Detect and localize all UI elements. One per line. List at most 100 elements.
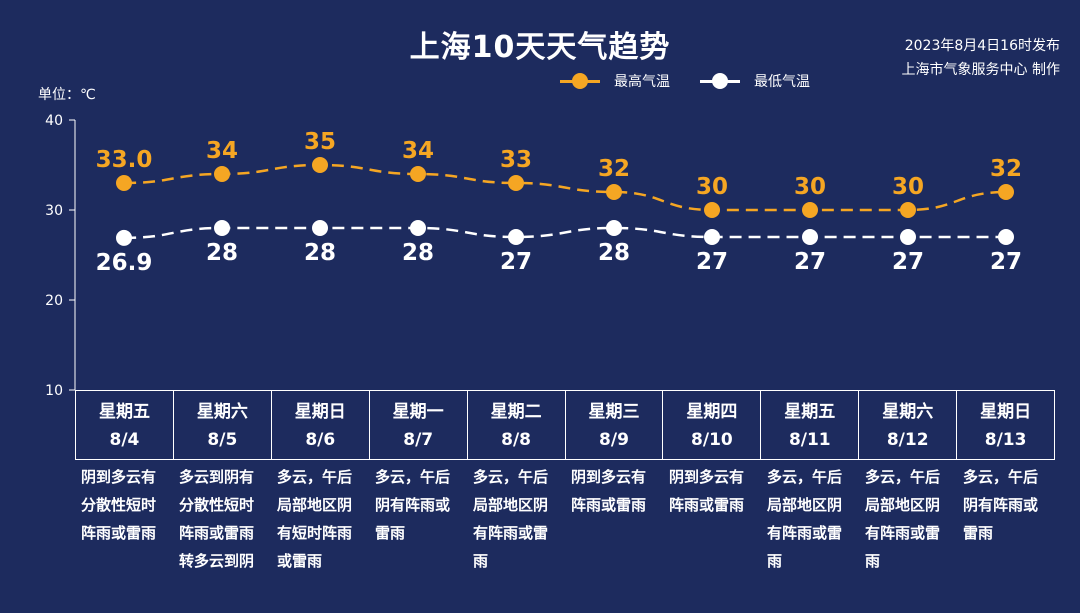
weekday-label: 星期六 xyxy=(196,402,248,422)
y-tick-label: 30 xyxy=(45,203,63,219)
data-label-high: 33.0 xyxy=(96,147,153,173)
day-cell: 星期六 8/5 xyxy=(174,391,272,459)
data-label-high: 30 xyxy=(892,174,924,200)
day-cell: 星期二 8/8 xyxy=(468,391,566,459)
legend-item-high: 最高气温 xyxy=(560,71,670,91)
point-low xyxy=(312,220,328,236)
data-label-low: 28 xyxy=(598,240,630,266)
point-high xyxy=(704,202,720,218)
weather-description: 多云，午后局部地区阴有阵雨或雷雨 xyxy=(767,468,843,570)
weekday-label: 星期二 xyxy=(490,402,542,422)
date-label: 8/13 xyxy=(984,430,1027,450)
publisher: 上海市气象服务中心 制作 xyxy=(901,62,1060,78)
data-label-low: 28 xyxy=(304,240,336,266)
weather-description: 阴到多云有阵雨或雷雨 xyxy=(571,468,647,514)
point-high xyxy=(508,175,524,191)
date-label: 8/10 xyxy=(691,430,733,450)
point-high xyxy=(802,202,818,218)
data-label-high: 30 xyxy=(794,174,826,200)
publish-info: 2023年8月4日16时发布 上海市气象服务中心 制作 xyxy=(902,34,1060,82)
point-high xyxy=(214,166,230,182)
weather-description: 多云，午后局部地区阴有短时阵雨或雷雨 xyxy=(277,468,353,570)
day-cell: 星期六 8/12 xyxy=(859,391,958,459)
day-cell: 星期三 8/9 xyxy=(566,391,664,459)
data-label-low: 27 xyxy=(500,249,532,275)
legend-swatch-low xyxy=(700,72,740,90)
point-low xyxy=(116,229,132,246)
day-cell: 星期四 8/10 xyxy=(663,391,762,459)
date-label: 8/8 xyxy=(501,430,532,450)
day-cell: 星期一 8/7 xyxy=(370,391,468,459)
point-low xyxy=(606,220,622,236)
point-low xyxy=(214,220,230,236)
y-tick-label: 10 xyxy=(45,383,63,399)
data-label-low: 27 xyxy=(892,249,924,275)
legend: 最高气温 最低气温 xyxy=(560,70,840,92)
day-cell: 星期日 8/13 xyxy=(957,391,1056,459)
data-label-high: 34 xyxy=(402,138,434,164)
date-label: 8/12 xyxy=(886,430,929,450)
weather-description: 多云，午后阴有阵雨或雷雨 xyxy=(963,468,1039,542)
unit-label: 单位：℃ xyxy=(38,87,96,103)
weather-description: 多云，午后局部地区阴有阵雨或雷雨 xyxy=(473,468,549,570)
point-high xyxy=(410,166,426,182)
temperature-chart: 10 20 30 40 33.0 34 35 34 33 32 30 30 30 32 26.9 28 28 28… xyxy=(45,113,1022,399)
weekday-label: 星期四 xyxy=(686,402,738,422)
data-label-high: 34 xyxy=(206,138,238,164)
point-low xyxy=(802,229,818,245)
weekday-label: 星期五 xyxy=(98,402,150,422)
data-label-high: 32 xyxy=(598,156,630,182)
date-label: 8/6 xyxy=(305,430,336,450)
point-high xyxy=(606,184,622,200)
weekday-label: 星期五 xyxy=(784,402,836,422)
weekday-label: 星期三 xyxy=(588,402,640,422)
data-label-low: 27 xyxy=(990,249,1022,275)
point-low xyxy=(704,229,720,245)
weekday-label: 星期一 xyxy=(392,402,444,422)
data-label-low: 28 xyxy=(402,240,434,266)
y-tick-label: 40 xyxy=(45,113,63,129)
weather-description: 阴到多云有分散性短时阵雨或雷雨 xyxy=(81,468,157,542)
legend-label-high: 最高气温 xyxy=(614,74,670,90)
date-label: 8/4 xyxy=(109,430,140,450)
weather-description: 多云到阴有分散性短时阵雨或雷雨转多云到阴 xyxy=(179,468,255,570)
data-label-high: 33 xyxy=(500,147,532,173)
point-low xyxy=(508,229,524,245)
point-high xyxy=(900,202,916,218)
series-line-high xyxy=(123,163,1007,212)
data-label-high: 32 xyxy=(990,156,1022,182)
point-low xyxy=(410,220,426,236)
weekday-label: 星期日 xyxy=(294,402,346,422)
point-low xyxy=(998,229,1014,245)
weekday-label: 星期日 xyxy=(980,402,1032,422)
day-cell: 星期五 8/4 xyxy=(76,391,174,459)
data-label-low: 28 xyxy=(206,240,238,266)
point-high xyxy=(998,184,1014,200)
data-label-high: 30 xyxy=(696,174,728,200)
description-row: 阴到多云有分散性短时阵雨或雷雨 多云到阴有分散性短时阵雨或雷雨转多云到阴 多云，午后… xyxy=(75,463,1055,603)
data-label-low: 26.9 xyxy=(96,250,153,276)
day-cell: 星期日 8/6 xyxy=(272,391,370,459)
legend-item-low: 最低气温 xyxy=(700,71,810,91)
point-low xyxy=(900,229,916,245)
point-high xyxy=(116,175,132,191)
weekday-row: 星期五 8/4 星期六 8/5 星期日 8/6 星期一 8/7 星期二 8/8 星期三 8/9 星期四 8… xyxy=(75,390,1056,460)
data-label-high: 35 xyxy=(304,129,336,155)
legend-label-low: 最低气温 xyxy=(754,74,810,90)
legend-swatch-high xyxy=(560,72,600,90)
weather-description: 多云，午后局部地区阴有阵雨或雷雨 xyxy=(865,468,941,570)
point-high xyxy=(312,157,328,173)
y-tick-label: 20 xyxy=(45,293,63,309)
weather-description: 阴到多云有阵雨或雷雨 xyxy=(669,468,745,514)
publish-time: 2023年8月4日16时发布 xyxy=(904,38,1060,54)
chart-title: 上海10天天气趋势 xyxy=(409,30,671,65)
date-label: 8/9 xyxy=(599,430,629,450)
date-label: 8/11 xyxy=(788,430,831,450)
weather-description: 多云，午后阴有阵雨或雷雨 xyxy=(375,468,451,542)
day-cell: 星期五 8/11 xyxy=(761,391,860,459)
date-label: 8/7 xyxy=(403,430,434,450)
data-label-low: 27 xyxy=(794,249,826,275)
series-line-low xyxy=(123,226,1006,240)
weekday-label: 星期六 xyxy=(882,402,934,422)
data-label-low: 27 xyxy=(696,249,728,275)
